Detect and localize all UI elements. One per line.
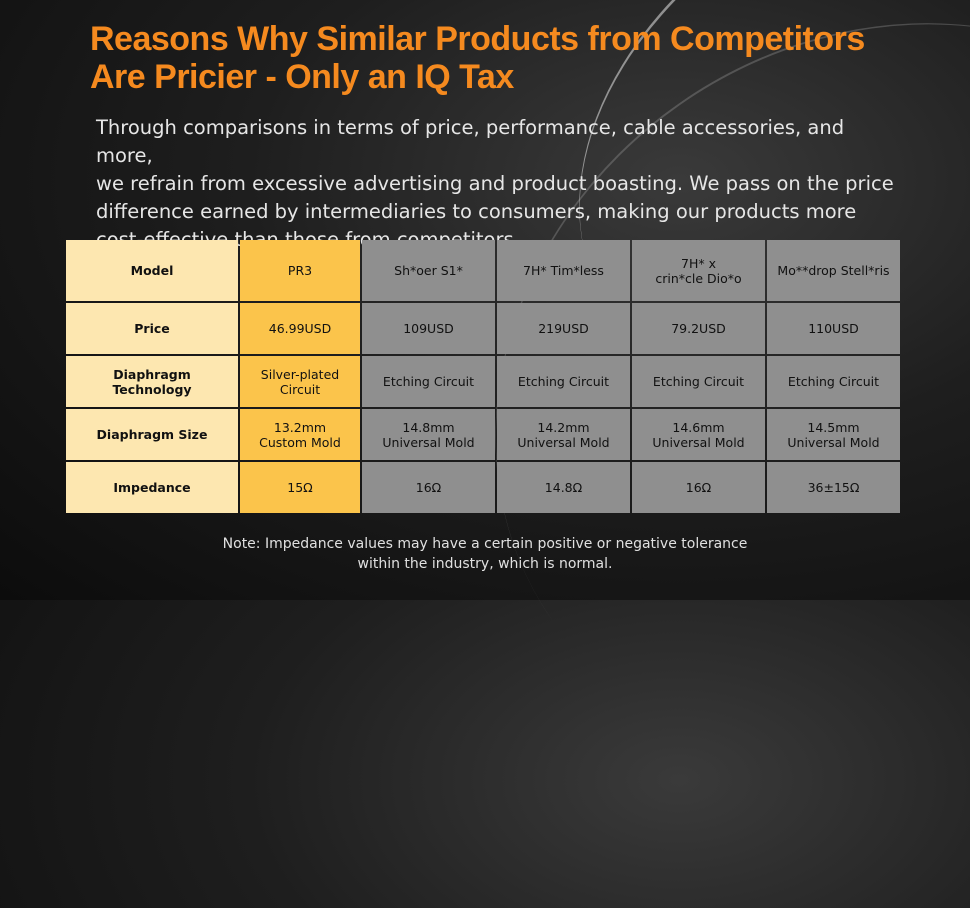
competitor-cell: Sh*oer S1* [362, 240, 495, 301]
competitor-cell: 109USD [362, 303, 495, 354]
row-label-cell-text: Price [134, 321, 170, 336]
competitor-cell: 36±15Ω [767, 462, 900, 513]
footnote-line: Note: Impedance values may have a certai… [222, 536, 748, 552]
row-label-cell: Price [66, 303, 238, 354]
competitor-cell: 7H* Tim*less [497, 240, 630, 301]
competitor-cell: 16Ω [362, 462, 495, 513]
competitor-cell: Etching Circuit [362, 356, 495, 407]
competitor-cell-text: Universal Mold [787, 434, 880, 450]
competitor-cell-text: 14.5mm [807, 419, 860, 435]
row-label-cell-text: Impedance [113, 480, 191, 495]
competitor-cell-text: Etching Circuit [652, 374, 745, 389]
title-line: Reasons Why Similar Products from Compet… [90, 20, 865, 58]
competitor-cell-text: 79.2USD [671, 321, 726, 336]
competitor-cell: 14.5mm Universal Mold [767, 409, 900, 460]
table-row: Diaphragm Size 13.2mm Custom Mold 14.8mm Uni… [66, 409, 900, 460]
competitor-cell-text: Universal Mold [517, 434, 610, 450]
competitor-cell-text: crin*cle Dio*o [655, 270, 742, 286]
competitor-cell: 7H* x crin*cle Dio*o [632, 240, 765, 301]
row-label-cell: Model [66, 240, 238, 301]
row-label-cell: Diaphragm Technology [66, 356, 238, 407]
competitor-cell: 14.8Ω [497, 462, 630, 513]
competitor-cell-text: 7H* Tim*less [523, 263, 604, 278]
table-row: Price 46.99USD 109USD 219USD 79.2USD 110USD [66, 303, 900, 354]
row-label-cell: Diaphragm Size [66, 409, 238, 460]
table-row: Impedance 15Ω 16Ω 14.8Ω 16Ω 36±15Ω [66, 462, 900, 513]
own-product-cell-text: 13.2mm [273, 419, 327, 435]
row-label-cell: Impedance [66, 462, 238, 513]
footnote: Note: Impedance values may have a certai… [0, 534, 970, 574]
competitor-cell: Mo**drop Stell*ris [767, 240, 900, 301]
competitor-cell: Etching Circuit [632, 356, 765, 407]
competitor-cell-text: Universal Mold [652, 434, 745, 450]
competitor-cell: 16Ω [632, 462, 765, 513]
page-title: Reasons Why Similar Products from Compet… [90, 20, 865, 96]
competitor-cell: 219USD [497, 303, 630, 354]
row-label-cell-text: Technology [112, 381, 192, 397]
competitor-cell: Etching Circuit [497, 356, 630, 407]
competitor-cell: 14.8mm Universal Mold [362, 409, 495, 460]
description-line: difference earned by intermediaries to c… [96, 200, 857, 223]
own-product-cell: 15Ω [240, 462, 360, 513]
competitor-cell-text: 14.6mm [672, 419, 725, 435]
title-line: Are Pricier - Only an IQ Tax [90, 58, 514, 96]
competitor-cell-text: 110USD [808, 321, 859, 336]
description: Through comparisons in terms of price, p… [96, 114, 896, 254]
competitor-cell: 110USD [767, 303, 900, 354]
own-product-cell: PR3 [240, 240, 360, 301]
row-label-cell-text: Diaphragm Size [96, 427, 208, 442]
competitor-cell-text: 16Ω [685, 480, 712, 495]
competitor-cell-text: 7H* x [681, 255, 716, 271]
row-label-cell-text: Model [130, 263, 174, 278]
competitor-cell: 14.6mm Universal Mold [632, 409, 765, 460]
own-product-cell: Silver-plated Circuit [240, 356, 360, 407]
competitor-cell-text: 36±15Ω [807, 480, 860, 495]
competitor-cell-text: Etching Circuit [382, 374, 475, 389]
own-product-cell-text: PR3 [287, 263, 313, 278]
own-product-cell-text: 15Ω [287, 480, 313, 495]
row-label-cell-text: Diaphragm [113, 366, 191, 382]
competitor-cell-text: Etching Circuit [787, 374, 880, 389]
own-product-cell-text: 46.99USD [268, 321, 332, 336]
description-line: we refrain from excessive advertising an… [96, 172, 894, 195]
footnote-line: within the industry, which is normal. [357, 556, 613, 572]
own-product-cell: 46.99USD [240, 303, 360, 354]
competitor-cell-text: 109USD [403, 321, 454, 336]
competitor-cell-text: Universal Mold [382, 434, 475, 450]
own-product-cell-text: Silver-plated Circuit [260, 366, 340, 397]
competitor-cell-text: 14.2mm [537, 419, 590, 435]
table-row: Model PR3 Sh*oer S1* 7H* Tim*less 7H* x crin*… [66, 240, 900, 301]
competitor-cell: 14.2mm Universal Mold [497, 409, 630, 460]
competitor-cell-text: 14.8mm [402, 419, 455, 435]
description-line: Through comparisons in terms of price, p… [96, 116, 845, 167]
table-row: Diaphragm Technology Silver-plated Circuit… [66, 356, 900, 407]
competitor-cell-text: Mo**drop Stell*ris [777, 263, 890, 278]
competitor-cell-text: Sh*oer S1* [394, 263, 463, 278]
competitor-cell-text: 14.8Ω [544, 480, 583, 495]
competitor-cell-text: 16Ω [415, 480, 442, 495]
competitor-cell: 79.2USD [632, 303, 765, 354]
competitor-cell-text: Etching Circuit [517, 374, 610, 389]
competitor-cell-text: 219USD [538, 321, 589, 336]
own-product-cell-text: Custom Mold [259, 434, 341, 450]
own-product-cell: 13.2mm Custom Mold [240, 409, 360, 460]
competitor-cell: Etching Circuit [767, 356, 900, 407]
comparison-table: Model PR3 Sh*oer S1* 7H* Tim*less 7H* x crin*… [64, 238, 902, 515]
